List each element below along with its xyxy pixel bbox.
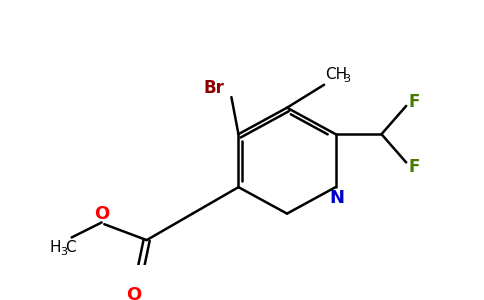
Text: F: F (408, 92, 420, 110)
Text: O: O (126, 286, 141, 300)
Text: H: H (49, 240, 60, 255)
Text: 3: 3 (344, 74, 350, 84)
Text: Br: Br (203, 79, 224, 97)
Text: F: F (408, 158, 420, 176)
Text: O: O (94, 205, 109, 223)
Text: 3: 3 (60, 247, 67, 256)
Text: CH: CH (325, 67, 348, 82)
Text: C: C (65, 240, 76, 255)
Text: N: N (330, 189, 345, 207)
